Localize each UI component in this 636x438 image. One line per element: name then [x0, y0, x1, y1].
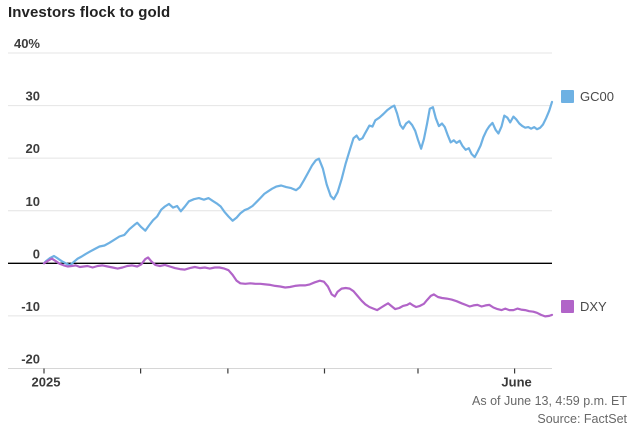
y-axis-label: 0 [33, 246, 40, 261]
y-axis-label: 30 [26, 89, 40, 104]
dxy-line [42, 256, 554, 318]
y-axis-label: -10 [21, 299, 40, 314]
as-of-timestamp: As of June 13, 4:59 p.m. ET [472, 394, 627, 408]
x-axis-tick-label: 2025 [32, 375, 61, 390]
y-axis-label: 10 [26, 194, 40, 209]
y-axis-label: 20 [26, 141, 40, 156]
source-attribution: Source: FactSet [537, 412, 627, 426]
dxy-legend-label: DXY [580, 298, 607, 314]
y-axis-label: -20 [21, 352, 40, 367]
x-axis-tick-label: June [501, 375, 531, 390]
dxy-legend-swatch [561, 299, 574, 313]
legend-dxy: DXY [561, 298, 607, 314]
chart-title: Investors flock to gold [8, 4, 171, 21]
chart-footer: As of June 13, 4:59 p.m. ET Source: Fact… [472, 392, 627, 428]
gc00-legend-swatch [561, 89, 574, 103]
gc00-line [42, 100, 554, 267]
gc00-legend-label: GC00 [580, 88, 614, 104]
y-axis-label: 40% [14, 36, 40, 51]
legend-gc00: GC00 [561, 88, 614, 104]
